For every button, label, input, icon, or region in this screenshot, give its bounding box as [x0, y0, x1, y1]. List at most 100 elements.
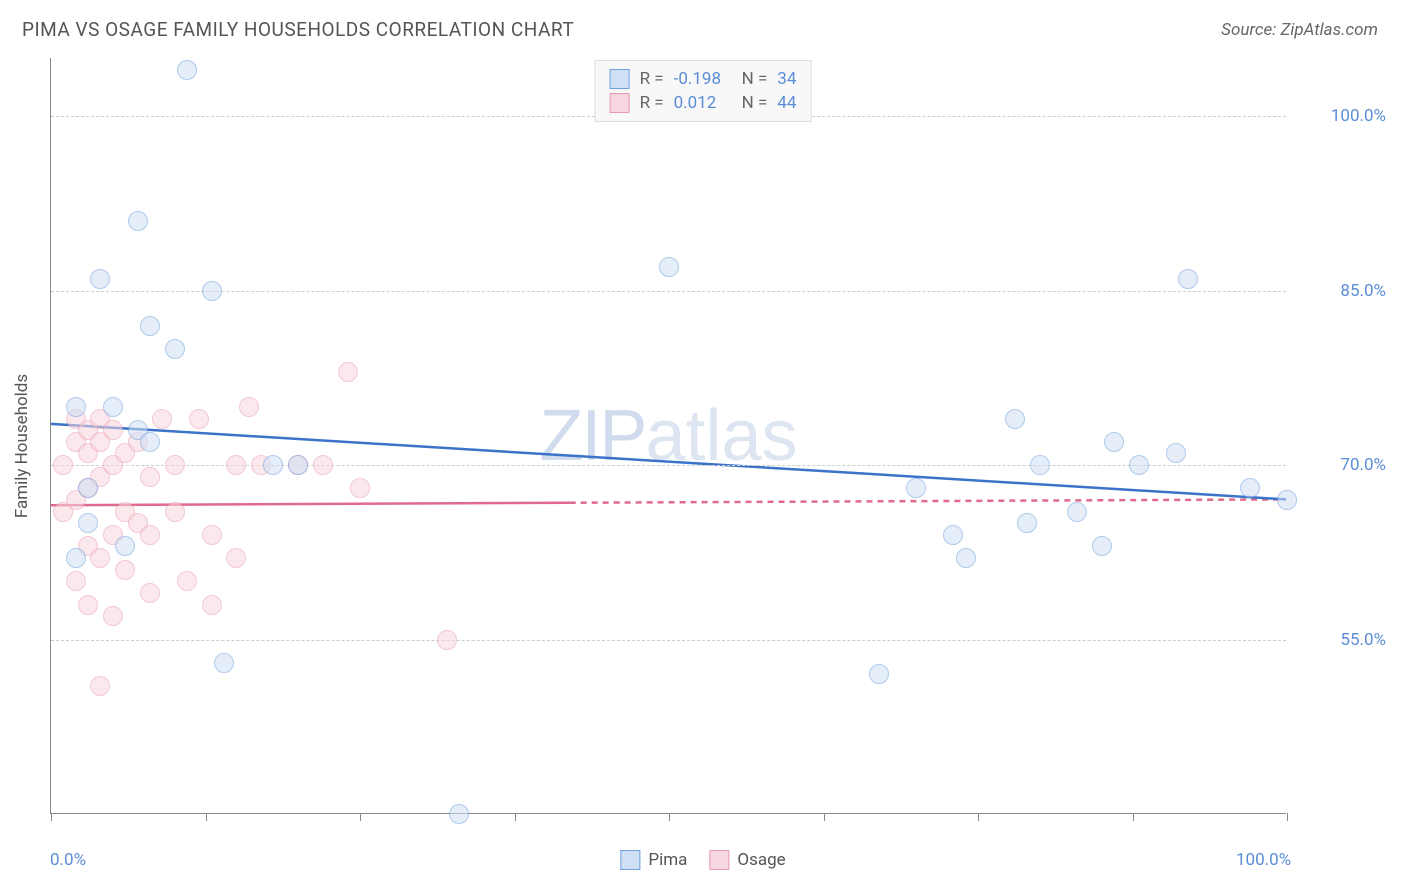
pima-point — [1277, 490, 1297, 510]
pima-point — [140, 316, 160, 336]
x-tick — [515, 813, 516, 821]
x-tick — [360, 813, 361, 821]
osage-point — [90, 676, 110, 696]
x-tick — [824, 813, 825, 821]
r-value: 0.012 — [674, 93, 732, 113]
pima-point — [1005, 409, 1025, 429]
source-text: Source: ZipAtlas.com — [1221, 20, 1378, 40]
osage-point — [177, 571, 197, 591]
r-value: -0.198 — [674, 69, 732, 89]
pima-point — [66, 397, 86, 417]
pima-point — [659, 257, 679, 277]
x-tick — [206, 813, 207, 821]
pima-point — [906, 478, 926, 498]
pima-point — [288, 455, 308, 475]
osage-point — [165, 455, 185, 475]
legend-row: R = 0.012 N = 44 — [610, 91, 797, 115]
osage-point — [66, 571, 86, 591]
correlation-legend: R = -0.198 N = 34 R = 0.012 N = 44 — [595, 60, 812, 122]
pima-point — [202, 281, 222, 301]
osage-point — [115, 560, 135, 580]
n-value: 34 — [777, 69, 796, 89]
r-label: R = — [640, 93, 664, 113]
pima-point — [956, 548, 976, 568]
x-tick — [51, 813, 52, 821]
legend-label: Osage — [737, 850, 785, 870]
pima-point — [78, 513, 98, 533]
gridline — [51, 640, 1286, 641]
y-tick-label: 100.0% — [1331, 106, 1386, 126]
pima-point — [177, 60, 197, 80]
pima-point — [1104, 432, 1124, 452]
legend-item: Pima — [620, 850, 687, 870]
pima-point — [1030, 455, 1050, 475]
pima-point — [263, 455, 283, 475]
pima-point — [103, 397, 123, 417]
n-value: 44 — [777, 93, 796, 113]
legend-swatch — [610, 93, 630, 113]
gridline — [51, 291, 1286, 292]
pima-point — [1178, 269, 1198, 289]
osage-point — [152, 409, 172, 429]
osage-point — [437, 630, 457, 650]
series-legend: Pima Osage — [620, 850, 785, 870]
y-axis-label: Family Households — [12, 374, 32, 518]
osage-point — [226, 455, 246, 475]
legend-swatch — [620, 850, 640, 870]
r-label: R = — [640, 69, 664, 89]
regression-lines — [51, 58, 1286, 813]
osage-point — [90, 548, 110, 568]
y-tick-label: 70.0% — [1340, 455, 1386, 475]
x-tick — [1133, 813, 1134, 821]
x-tick — [978, 813, 979, 821]
osage-point — [103, 420, 123, 440]
chart-title: PIMA VS OSAGE FAMILY HOUSEHOLDS CORRELAT… — [22, 18, 574, 41]
pima-point — [1067, 502, 1087, 522]
pima-point — [165, 339, 185, 359]
legend-item: Osage — [709, 850, 785, 870]
n-label: N = — [742, 93, 768, 113]
x-min-label: 0.0% — [50, 850, 86, 870]
x-max-label: 100.0% — [1236, 850, 1291, 870]
y-tick-label: 55.0% — [1340, 630, 1386, 650]
legend-swatch — [709, 850, 729, 870]
osage-point — [140, 467, 160, 487]
osage-point — [226, 548, 246, 568]
legend-row: R = -0.198 N = 34 — [610, 67, 797, 91]
osage-point — [202, 595, 222, 615]
osage-point — [103, 606, 123, 626]
pima-point — [115, 536, 135, 556]
legend-label: Pima — [648, 850, 687, 870]
y-tick-label: 85.0% — [1340, 281, 1386, 301]
osage-point — [350, 478, 370, 498]
pima-point — [869, 664, 889, 684]
pima-point — [1017, 513, 1037, 533]
pima-point — [214, 653, 234, 673]
pima-point — [1166, 443, 1186, 463]
pima-point — [1240, 478, 1260, 498]
pima-point — [140, 432, 160, 452]
x-tick — [669, 813, 670, 821]
n-label: N = — [742, 69, 768, 89]
osage-point — [140, 583, 160, 603]
osage-point — [165, 502, 185, 522]
osage-point — [53, 455, 73, 475]
x-tick — [1287, 813, 1288, 821]
pima-point — [66, 548, 86, 568]
osage-point — [189, 409, 209, 429]
osage-point — [140, 525, 160, 545]
osage-point — [338, 362, 358, 382]
pima-point — [78, 478, 98, 498]
pima-point — [128, 211, 148, 231]
pima-point — [1092, 536, 1112, 556]
osage-point — [313, 455, 333, 475]
pima-point — [90, 269, 110, 289]
pima-point — [1129, 455, 1149, 475]
plot-region: ZIPatlas — [50, 58, 1286, 814]
osage-point — [239, 397, 259, 417]
osage-point — [78, 595, 98, 615]
osage-point — [202, 525, 222, 545]
pima-point — [449, 804, 469, 824]
legend-swatch — [610, 69, 630, 89]
chart-area: ZIPatlas — [50, 58, 1366, 834]
